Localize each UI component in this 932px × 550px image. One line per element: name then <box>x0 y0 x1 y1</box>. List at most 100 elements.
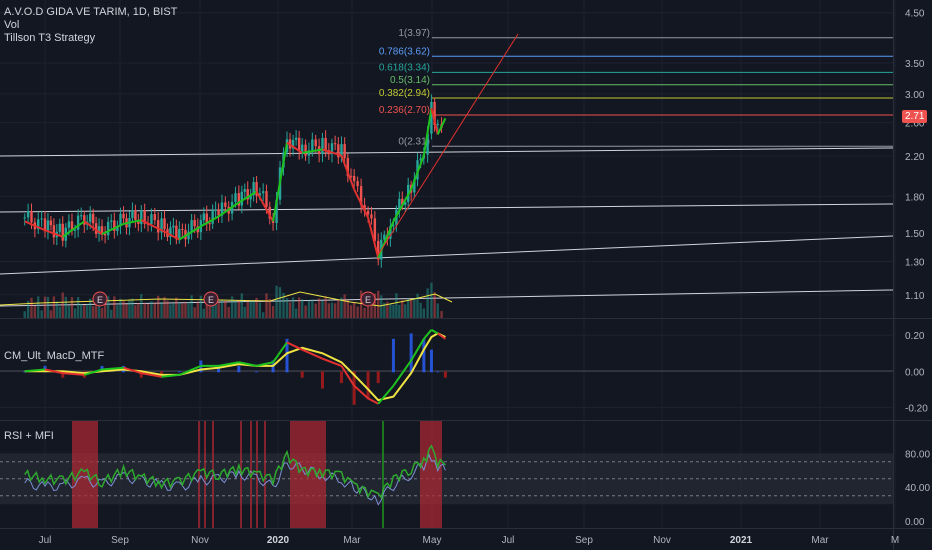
volume-bar <box>166 300 169 318</box>
volume-bar <box>324 296 327 318</box>
candle-body <box>389 226 392 239</box>
volume-bar <box>103 303 107 318</box>
trend-line <box>0 289 894 307</box>
candle-body <box>97 226 101 234</box>
t3-line-segment <box>340 155 356 190</box>
macd-pane[interactable] <box>0 328 893 408</box>
candle-body <box>37 219 40 230</box>
candle-body <box>67 221 71 228</box>
volume-bar <box>282 292 285 318</box>
candle-body <box>208 223 211 225</box>
volume-bar <box>140 294 143 318</box>
t3-line-segment <box>392 188 413 222</box>
volume-bar <box>340 297 343 318</box>
volume-bar <box>294 308 298 318</box>
volume-bar <box>184 302 187 318</box>
macd-histogram-bar <box>422 338 426 373</box>
event-marker-label: E <box>97 295 103 305</box>
macd-line-segment <box>238 361 257 367</box>
volume-bar <box>67 305 71 318</box>
chart-legend: A.V.O.D GIDA VE TARIM, 1D, BIST Vol Till… <box>4 6 177 45</box>
time-axis-tick: Jul <box>502 535 515 546</box>
volume-bar <box>383 302 386 318</box>
candle-body <box>297 137 301 152</box>
macd-line-segment <box>24 368 46 373</box>
t3-line-segment <box>238 190 258 204</box>
volume-bar <box>113 296 116 318</box>
candle-body <box>363 205 366 211</box>
macd-histogram-bar <box>436 371 440 373</box>
trend-line <box>0 235 894 275</box>
price-pane[interactable]: 1(3.97) 0.786(3.62) 0.618(3.34) 0.5(3.14) 0.… <box>0 28 894 318</box>
volume-bar <box>150 301 153 318</box>
volume-bar <box>86 304 89 318</box>
volume-bar <box>430 282 433 318</box>
t3-line-segment <box>410 155 425 190</box>
rsi-overbought-zone <box>198 421 200 528</box>
volume-bar <box>49 310 53 318</box>
candle-body <box>436 124 439 126</box>
candle-body <box>40 218 43 220</box>
candle-body <box>243 189 246 192</box>
macd-title[interactable]: CM_Ult_MacD_MTF <box>4 350 105 362</box>
volume-bar <box>398 304 401 318</box>
volume-bar <box>181 303 184 318</box>
volume-label[interactable]: Vol <box>4 19 20 31</box>
candle-body <box>252 182 255 196</box>
volume-bar <box>224 300 227 318</box>
candle-body <box>311 139 314 151</box>
t3-line-segment <box>322 148 342 157</box>
macd-line-segment <box>218 361 240 367</box>
candle-body <box>43 218 47 232</box>
volume-bar <box>128 299 131 318</box>
candle-body <box>156 220 160 233</box>
candle-body <box>181 229 184 231</box>
volume-bar <box>352 302 356 318</box>
candle-body <box>70 221 74 231</box>
candle-body <box>110 220 113 222</box>
volume-bar <box>422 308 426 318</box>
volume-bar <box>311 299 314 318</box>
t3-line-segment <box>24 220 46 232</box>
rsi-axis-tick: 80.00 <box>905 449 930 460</box>
fib-level-label: 0.618(3.34) <box>379 62 430 73</box>
fib-level-label: 0(2.31) <box>398 136 430 147</box>
macd-histogram-bar <box>352 371 356 405</box>
candle-body <box>91 213 95 224</box>
candle-body <box>103 233 107 236</box>
rsi-title[interactable]: RSI + MFI <box>4 430 54 442</box>
volume-bar <box>80 304 83 318</box>
symbol-title[interactable]: A.V.O.D GIDA VE TARIM, 1D, BIST <box>4 6 178 18</box>
rsi-overbought-zone <box>72 421 98 528</box>
t3-line-segment <box>83 220 103 235</box>
strategy-label[interactable]: Tillson T3 Strategy <box>4 32 96 44</box>
candle-body <box>255 182 258 196</box>
volume-bar <box>196 301 199 318</box>
time-axis-tick: Mar <box>811 535 829 546</box>
candle-body <box>106 221 110 236</box>
volume-bar <box>317 298 321 318</box>
candle-body <box>190 220 193 232</box>
rsi-pane[interactable] <box>0 421 893 528</box>
volume-bar <box>409 298 413 318</box>
macd-histogram-bar <box>217 365 221 373</box>
volume-bar <box>301 299 304 318</box>
candle-body <box>61 223 64 241</box>
candle-body <box>202 213 205 221</box>
macd-line-segment <box>301 348 323 360</box>
volume-bar <box>230 296 234 318</box>
time-axis-tick: Nov <box>653 535 671 546</box>
t3-line-segment <box>286 141 303 154</box>
t3-line-segment <box>377 220 395 259</box>
volume-bar <box>237 301 241 318</box>
candle-body <box>373 218 377 241</box>
t3-line-segment <box>272 142 288 222</box>
volume-bar <box>370 304 373 318</box>
volume-bar <box>119 298 122 318</box>
candle-body <box>46 220 50 232</box>
candle-body <box>140 210 143 225</box>
price-axis-tick: 2.60 <box>905 119 925 130</box>
volume-bar <box>91 306 95 318</box>
